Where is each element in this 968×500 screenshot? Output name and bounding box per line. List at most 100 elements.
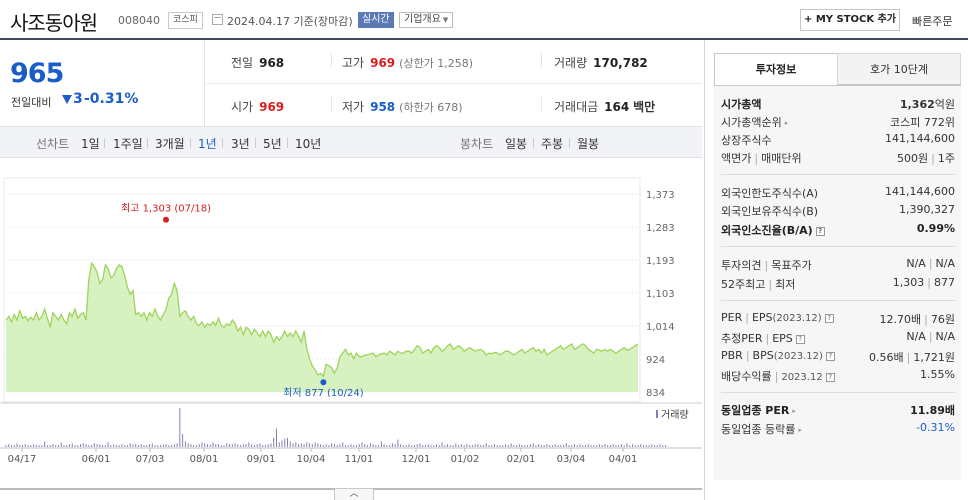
help-icon[interactable]: ? — [815, 227, 825, 236]
foreign-rate-label: 외국인소진율(B/A) — [721, 224, 813, 237]
tab-investment-info[interactable]: 투자정보 — [714, 53, 838, 85]
tab-5y[interactable]: 5년 — [263, 137, 282, 151]
opinion-row: 투자의견 | 목표주가 N/A | N/A — [721, 257, 955, 272]
candle-chart-label: 봉차트 — [460, 137, 494, 151]
industry-rate-value: -0.31% — [916, 421, 955, 434]
x-tick-label: 02/01 — [507, 454, 536, 465]
foreign-limit-value: 141,144,600 — [885, 185, 955, 198]
arrow-right-icon[interactable]: ▸ — [798, 426, 802, 434]
y-tick-label: 1,283 — [646, 223, 675, 234]
stock-name: 사조동아원 — [10, 11, 98, 35]
prev-close-label: 전일 — [231, 56, 254, 70]
x-tick-label: 10/04 — [297, 454, 326, 465]
tab-daily[interactable]: 일봉 — [505, 137, 528, 151]
eps-label: EPS — [751, 311, 773, 324]
quick-order-link[interactable]: 빠른주문 — [912, 15, 953, 28]
target-value: N/A — [935, 257, 955, 270]
per-value: 12.70배 — [879, 313, 922, 326]
high-value: 969 — [370, 56, 396, 70]
market-cap-row: 시가총액 1,362억원 — [721, 96, 955, 113]
tab-3y[interactable]: 3년 — [231, 137, 250, 151]
help-icon[interactable]: ? — [825, 352, 835, 361]
tab-weekly[interactable]: 주봉 — [541, 137, 564, 151]
stock-code: 008040 — [118, 14, 160, 27]
help-icon[interactable]: ? — [795, 335, 805, 344]
current-price: 965 — [10, 58, 64, 89]
chevron-down-icon: ▼ — [442, 16, 449, 24]
foreign-rate-row: 외국인소진율(B/A)? 0.99% — [721, 222, 955, 239]
foreign-hold-label: 외국인보유주식수(B) — [721, 205, 819, 218]
lower-limit: (하한가 678) — [399, 101, 463, 114]
tab-orderbook-10[interactable]: 호가 10단계 — [837, 53, 961, 85]
high-marker — [163, 216, 169, 223]
opinion-value: N/A — [906, 257, 926, 270]
x-tick-label: 07/03 — [136, 454, 165, 465]
x-tick-label: 11/01 — [345, 454, 374, 465]
pbr-label: PBR — [721, 349, 743, 362]
tab-3m[interactable]: 3개월 — [155, 137, 185, 151]
dividend-value: 1.55% — [920, 368, 955, 381]
trade-amount-value: 164 — [604, 100, 630, 114]
est-per-value: N/A — [906, 330, 926, 343]
open-price: 시가 969 — [231, 98, 284, 115]
help-icon[interactable]: ? — [825, 373, 835, 382]
market-cap-value: 1,362 — [899, 98, 935, 111]
side-tabs: 투자정보 호가 10단계 — [714, 53, 961, 85]
volume-value: 170,782 — [593, 56, 648, 70]
current-price-panel: 965 전일대비 3 -0.31% — [0, 40, 205, 126]
x-tick-label: 04/17 — [8, 454, 37, 465]
company-overview-dropdown[interactable]: 기업개요 ▼ — [399, 12, 454, 28]
price-chart[interactable]: 1,373 1,283 1,193 1,103 1,014 924 834 최고 1,303 … — [0, 158, 702, 490]
high-price: 고가 969 (상한가 1,258) — [342, 54, 473, 71]
y-tick-label: 1,373 — [646, 190, 675, 201]
y-tick-label: 834 — [646, 388, 665, 399]
volume-legend-swatch — [656, 410, 658, 418]
pbr-value: 0.56배 — [869, 351, 904, 364]
chart-frame — [3, 177, 641, 403]
price-chart-svg: 1,373 1,283 1,193 1,103 1,014 924 834 최고 1,303 … — [0, 177, 702, 465]
open-label: 시가 — [231, 100, 254, 114]
foreign-rate-value: 0.99% — [916, 222, 955, 235]
industry-per-label: 동일업종 PER — [721, 404, 790, 417]
realtime-badge: 실시간 — [358, 12, 394, 28]
tab-1d[interactable]: 1일 — [81, 137, 100, 151]
low-value: 958 — [370, 100, 396, 114]
industry-per-row: 동일업종 PER ▸ 11.89배 — [721, 402, 955, 419]
company-overview-label: 기업개요 — [404, 14, 441, 25]
tab-10y[interactable]: 10년 — [295, 137, 322, 151]
trade-amount-unit: 백만 — [633, 100, 656, 114]
arrow-right-icon[interactable]: ▸ — [784, 119, 789, 127]
stock-header: 사조동아원 008040 코스피 2024.04.17 기준(장마감) 실시간 … — [0, 0, 968, 40]
market-cap-unit: 억원 — [934, 98, 955, 111]
eps-value: 76원 — [930, 313, 955, 326]
prev-close-value: 968 — [259, 56, 285, 70]
w52-low-value: 877 — [934, 276, 955, 289]
per-eps-row: PER | EPS(2023.12)? 12.70배 | 76원 — [721, 311, 955, 326]
arrow-right-icon[interactable]: ▸ — [792, 407, 796, 415]
market-cap-label: 시가총액 — [721, 98, 762, 111]
price-line — [5, 261, 639, 378]
w52-low-label: 최저 — [775, 278, 796, 291]
low-price: 저가 958 (하한가 678) — [342, 98, 463, 115]
trade-amount: 거래대금 164 백만 — [554, 98, 655, 115]
tab-1y[interactable]: 1년 — [198, 137, 217, 151]
listed-shares-value: 141,144,600 — [885, 132, 955, 145]
tab-monthly[interactable]: 월봉 — [577, 137, 600, 151]
down-triangle-icon — [62, 95, 72, 104]
open-value: 969 — [259, 100, 285, 114]
cap-rank-value: 코스피 772위 — [890, 116, 955, 129]
prev-close: 전일 968 — [231, 54, 284, 71]
x-tick-label: 04/01 — [609, 454, 638, 465]
chart-collapse-button[interactable]: ︿ — [334, 488, 374, 500]
price-area — [6, 263, 638, 392]
foreign-hold-row: 외국인보유주식수(B) 1,390,327 — [721, 203, 955, 220]
low-label: 저가 — [342, 100, 365, 114]
calendar-icon — [212, 14, 223, 25]
tab-1w[interactable]: 1주일 — [113, 137, 143, 151]
dividend-year: 2023.12 — [781, 372, 823, 383]
par-value: 500원 — [897, 152, 929, 165]
investment-info-panel: 투자정보 호가 10단계 시가총액 1,362억원 시가총액순위 ▸ 코스피 77… — [704, 40, 968, 500]
help-icon[interactable]: ? — [824, 314, 834, 323]
my-stock-add-button[interactable]: + MY STOCK 추가 — [800, 9, 900, 31]
industry-per-value: 11.89배 — [910, 404, 955, 417]
